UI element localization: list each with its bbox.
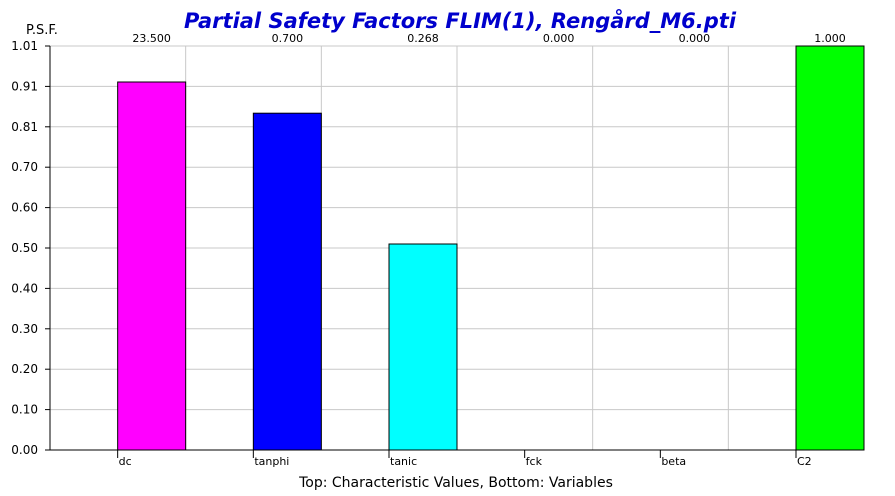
category-label: dc	[119, 455, 132, 468]
y-axis-label: P.S.F.	[26, 23, 58, 38]
y-tick-label: 0.81	[11, 120, 38, 134]
y-tick-label: 0.70	[11, 160, 38, 174]
bar-dc	[117, 81, 187, 451]
category-label: C2	[797, 455, 812, 468]
characteristic-value-label: 0.000	[679, 32, 711, 45]
y-tick-label: 1.01	[11, 39, 38, 53]
category-label: tanphi	[254, 455, 289, 468]
bar-tanic	[388, 243, 458, 451]
y-tick-label: 0.50	[11, 241, 38, 255]
characteristic-value-label: 1.000	[814, 32, 846, 45]
axes	[45, 45, 864, 458]
y-tick-label: 0.91	[11, 79, 38, 93]
characteristic-value-label: 23.500	[132, 32, 171, 45]
y-tick-label: 0.00	[11, 443, 38, 457]
y-tick-label: 0.30	[11, 322, 38, 336]
x-axis-label: Top: Characteristic Values, Bottom: Vari…	[298, 475, 613, 491]
characteristic-value-label: 0.268	[407, 32, 439, 45]
chart-title: Partial Safety Factors FLIM(1), Rengård_…	[184, 8, 737, 33]
labels: 0.00 0.10 0.20 0.30 0.40 0.50 0.60 0.70 0.81 0.91…	[11, 32, 845, 468]
bars	[117, 45, 865, 451]
category-label: beta	[661, 455, 686, 468]
y-tick-label: 0.10	[11, 403, 38, 417]
y-tick-label: 0.20	[11, 362, 38, 376]
y-tick-label: 0.40	[11, 281, 38, 295]
category-label: tanic	[390, 455, 417, 468]
bar-tanphi	[252, 112, 322, 451]
bar-C2	[795, 45, 865, 451]
characteristic-value-label: 0.000	[543, 32, 575, 45]
category-label: fck	[526, 455, 543, 468]
y-tick-label: 0.60	[11, 201, 38, 215]
characteristic-value-label: 0.700	[272, 32, 304, 45]
